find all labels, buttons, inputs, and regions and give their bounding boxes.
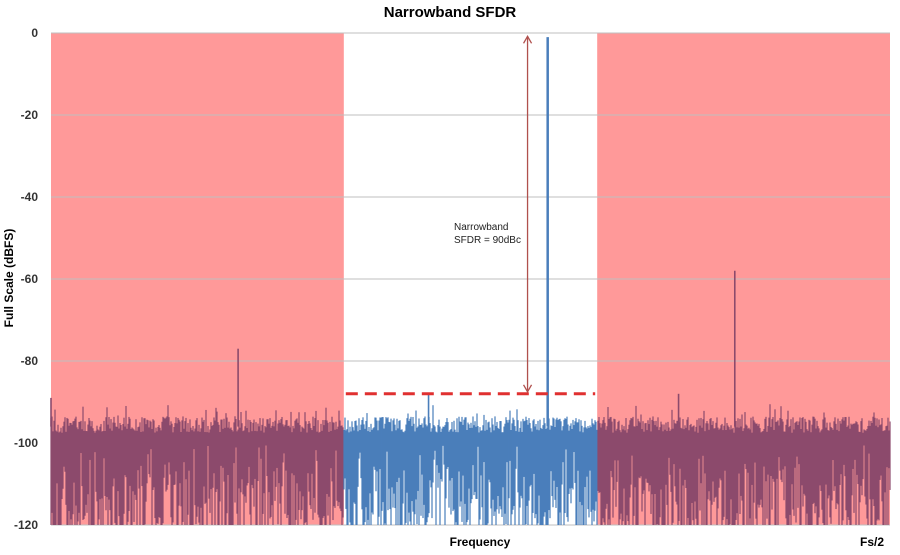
y-tick-label: -60 <box>21 272 39 286</box>
y-tick-label: -40 <box>21 190 39 204</box>
arrow-head-top <box>522 34 533 44</box>
annotation-line2: SFDR = 90dBc <box>454 235 521 246</box>
annotation-line1: Narrowband <box>454 222 508 233</box>
y-tick-label: 0 <box>31 26 38 40</box>
arrow-head-bottom <box>522 384 533 394</box>
y-axis-label: Full Scale (dBFS) <box>2 229 16 328</box>
chart-title: Narrowband SFDR <box>384 4 517 21</box>
y-tick-label: -120 <box>14 518 38 532</box>
y-tick-label: -20 <box>21 108 39 122</box>
x-axis-label: Frequency <box>450 535 511 549</box>
y-tick-label: -100 <box>14 436 38 450</box>
y-tick-label: -80 <box>21 354 39 368</box>
x-axis-end-label: Fs/2 <box>860 535 884 549</box>
